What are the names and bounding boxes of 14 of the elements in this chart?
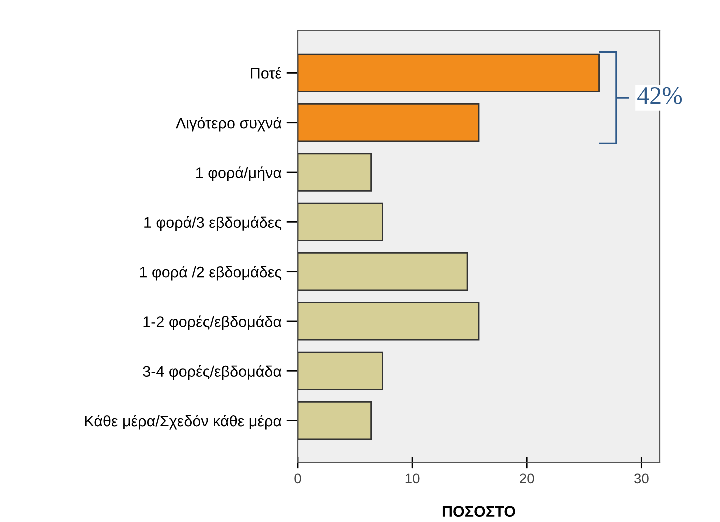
y-tick-label: 1 φορά/μήνα [196,166,282,182]
x-tick-label: 30 [634,474,649,484]
annotation: 42% [638,87,682,104]
y-tick-label: Κάθε μέρα/Σχεδόν κάθε μέρα [85,415,282,430]
x-tick-label: 20 [520,474,534,484]
x-tick-label: 0 [294,474,302,484]
y-tick-label: 1-2 φορές/εβδομάδα [144,316,282,330]
y-tick-label: 1 φορά /2 εβδομάδες [140,266,282,281]
x-tick-label: 10 [406,474,420,484]
x-axis-title: ΠΟΣΟΣΤΟ [442,506,516,518]
y-tick-label: Ποτέ [251,67,282,79]
y-tick-label: Λιγότερο συχνά [176,117,282,132]
y-tick-label: 1 φορά/3 εβδομάδες [144,216,282,232]
y-tick-label: 3-4 φορές/εβδομάδα [143,365,282,380]
